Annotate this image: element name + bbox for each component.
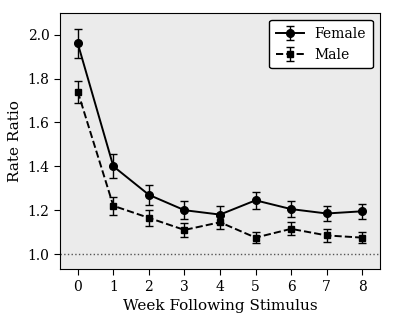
X-axis label: Week Following Stimulus: Week Following Stimulus <box>123 300 317 314</box>
Legend: Female, Male: Female, Male <box>269 20 373 68</box>
Y-axis label: Rate Ratio: Rate Ratio <box>8 100 22 182</box>
